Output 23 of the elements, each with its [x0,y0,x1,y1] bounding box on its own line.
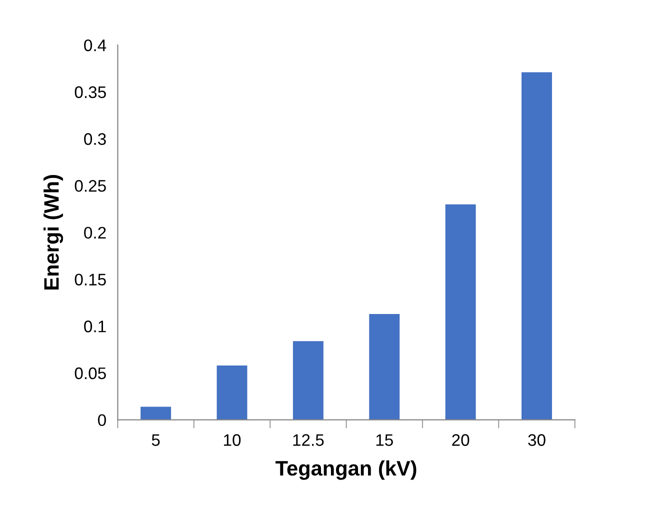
bar [292,341,324,420]
bar [445,204,476,420]
x-tick-label: 30 [528,434,546,446]
y-tick-label: 0.35 [74,86,106,98]
bar [216,365,248,420]
x-tick-label: 10 [224,434,241,446]
x-tick-label: 12.5 [293,434,324,446]
bar [140,406,172,420]
x-tick-label: 5 [152,434,160,446]
bar [522,72,552,420]
y-tick-label: 0.1 [84,320,106,332]
y-tick-label: 0 [98,414,106,426]
y-tick-label: 0.4 [84,39,106,52]
y-tick-label: 0.25 [74,180,106,192]
y-tick-label: 0.3 [84,133,106,145]
x-tick-label: 20 [452,434,470,446]
x-axis-title: Tegangan (kV) [276,460,416,480]
x-tick-label: 15 [376,434,393,446]
bar [369,314,400,420]
y-axis-title: Energi (Wh) [44,175,64,290]
y-tick-label: 0.15 [74,274,106,286]
y-tick-label: 0.05 [74,367,106,380]
y-tick-label: 0.2 [84,226,106,239]
